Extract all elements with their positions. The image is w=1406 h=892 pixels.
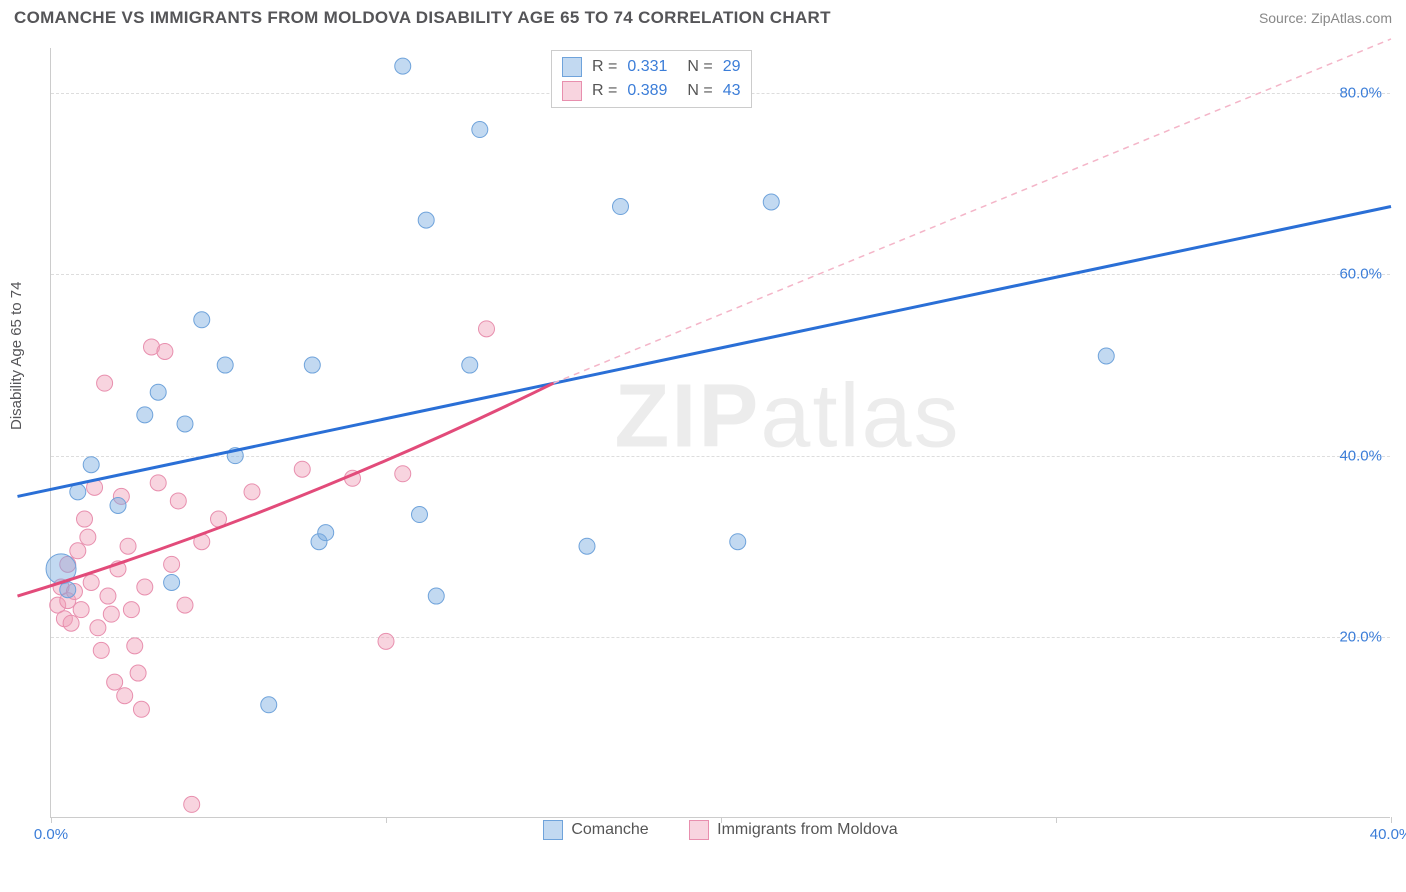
x-tick-mark bbox=[1391, 817, 1392, 823]
point-comanche bbox=[150, 384, 166, 400]
legend-series: Comanche Immigrants from Moldova bbox=[51, 820, 1390, 845]
point-moldova bbox=[77, 511, 93, 527]
legend-label-moldova: Immigrants from Moldova bbox=[717, 821, 898, 839]
n-value-a: 29 bbox=[723, 58, 741, 76]
swatch-moldova bbox=[689, 820, 709, 840]
point-comanche bbox=[462, 357, 478, 373]
point-moldova bbox=[150, 475, 166, 491]
point-comanche bbox=[60, 582, 76, 598]
point-comanche bbox=[110, 497, 126, 513]
legend-item-moldova: Immigrants from Moldova bbox=[689, 820, 898, 840]
point-comanche bbox=[194, 312, 210, 328]
legend-item-comanche: Comanche bbox=[543, 820, 648, 840]
r-value-a: 0.331 bbox=[627, 58, 667, 76]
point-comanche bbox=[472, 122, 488, 138]
point-moldova bbox=[164, 556, 180, 572]
point-moldova bbox=[100, 588, 116, 604]
point-comanche bbox=[217, 357, 233, 373]
legend-row-a: R = 0.331 N = 29 bbox=[562, 55, 741, 79]
point-moldova bbox=[70, 543, 86, 559]
point-comanche bbox=[418, 212, 434, 228]
point-moldova bbox=[184, 796, 200, 812]
point-moldova bbox=[479, 321, 495, 337]
point-comanche bbox=[83, 457, 99, 473]
point-comanche bbox=[763, 194, 779, 210]
point-moldova bbox=[107, 674, 123, 690]
point-comanche bbox=[412, 507, 428, 523]
point-moldova bbox=[103, 606, 119, 622]
point-moldova bbox=[395, 466, 411, 482]
point-moldova bbox=[177, 597, 193, 613]
point-comanche bbox=[428, 588, 444, 604]
swatch-comanche bbox=[562, 57, 582, 77]
point-moldova bbox=[137, 579, 153, 595]
point-moldova bbox=[97, 375, 113, 391]
r-label: R = bbox=[592, 58, 617, 76]
n-label: N = bbox=[687, 58, 712, 76]
point-moldova bbox=[294, 461, 310, 477]
source-label: Source: ZipAtlas.com bbox=[1259, 10, 1392, 26]
point-moldova bbox=[244, 484, 260, 500]
plot-svg bbox=[51, 48, 1390, 817]
n-label: N = bbox=[687, 82, 712, 100]
swatch-comanche bbox=[543, 820, 563, 840]
point-comanche bbox=[304, 357, 320, 373]
point-comanche bbox=[177, 416, 193, 432]
legend-label-comanche: Comanche bbox=[571, 821, 648, 839]
point-comanche bbox=[579, 538, 595, 554]
swatch-moldova bbox=[562, 81, 582, 101]
point-comanche bbox=[613, 199, 629, 215]
legend-row-b: R = 0.389 N = 43 bbox=[562, 79, 741, 103]
point-moldova bbox=[378, 633, 394, 649]
point-moldova bbox=[90, 620, 106, 636]
chart-area: ZIPatlas 20.0%40.0%60.0%80.0%0.0%40.0% R… bbox=[50, 48, 1390, 818]
point-comanche bbox=[164, 574, 180, 590]
n-value-b: 43 bbox=[723, 82, 741, 100]
point-moldova bbox=[130, 665, 146, 681]
point-moldova bbox=[117, 688, 133, 704]
point-moldova bbox=[63, 615, 79, 631]
legend-correlation: R = 0.331 N = 29 R = 0.389 N = 43 bbox=[551, 50, 752, 108]
point-moldova bbox=[127, 638, 143, 654]
point-comanche bbox=[137, 407, 153, 423]
r-label: R = bbox=[592, 82, 617, 100]
point-moldova bbox=[157, 343, 173, 359]
point-moldova bbox=[123, 602, 139, 618]
r-value-b: 0.389 bbox=[627, 82, 667, 100]
point-comanche bbox=[261, 697, 277, 713]
point-comanche bbox=[318, 525, 334, 541]
point-moldova bbox=[133, 701, 149, 717]
point-comanche bbox=[730, 534, 746, 550]
point-moldova bbox=[170, 493, 186, 509]
point-comanche bbox=[1098, 348, 1114, 364]
point-moldova bbox=[120, 538, 136, 554]
point-moldova bbox=[73, 602, 89, 618]
point-moldova bbox=[83, 574, 99, 590]
y-axis-label: Disability Age 65 to 74 bbox=[8, 282, 25, 430]
point-moldova bbox=[80, 529, 96, 545]
point-comanche bbox=[395, 58, 411, 74]
point-moldova bbox=[93, 642, 109, 658]
chart-title: COMANCHE VS IMMIGRANTS FROM MOLDOVA DISA… bbox=[14, 8, 831, 28]
